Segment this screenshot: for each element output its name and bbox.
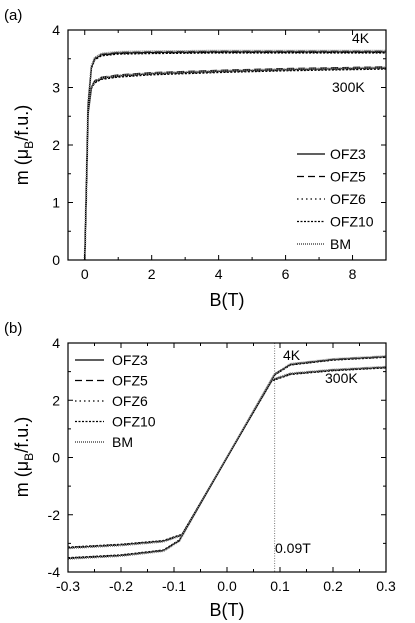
x-tick-label: -0.1 bbox=[162, 578, 186, 594]
x-axis-title: B(T) bbox=[210, 290, 245, 310]
legend-label-ofz3: OFZ3 bbox=[112, 352, 148, 368]
legend-label-ofz10: OFZ10 bbox=[112, 414, 156, 430]
x-tick-label: 0.1 bbox=[270, 578, 290, 594]
y-tick-label: 0 bbox=[52, 450, 60, 466]
y-axis-title-sub: B bbox=[22, 453, 36, 461]
y-axis-title-sub: B bbox=[22, 141, 36, 149]
x-tick-label: 0.3 bbox=[376, 578, 396, 594]
y-axis-title-post: /f.u.) bbox=[12, 105, 32, 141]
y-axis-title-post: /f.u.) bbox=[12, 417, 32, 453]
x-axis-title: B(T) bbox=[210, 600, 245, 620]
panel-b-chart: (b) -0.3 -0.2 -0.1 0.0 0.1 0.2 0.3 -4 -2 0 2 4 B(T) m … bbox=[4, 320, 396, 620]
series-line-bm-300k bbox=[68, 365, 386, 550]
series-line-ofz3-300k bbox=[84, 67, 386, 260]
series-line-ofz5-300k bbox=[84, 66, 386, 260]
series-line-ofz6-300k bbox=[84, 67, 386, 260]
legend-label-ofz6: OFZ6 bbox=[330, 191, 366, 207]
series-line-ofz10-300k bbox=[84, 68, 386, 260]
y-tick-label: 2 bbox=[52, 137, 60, 153]
x-tick-label: 0.2 bbox=[323, 578, 343, 594]
x-tick-label: 4 bbox=[215, 266, 223, 282]
annotation-300k: 300K bbox=[325, 370, 358, 386]
y-axis-title-pre: m ( bbox=[12, 471, 32, 497]
series-line-ofz10-300k bbox=[68, 367, 386, 548]
x-tick-label: -0.3 bbox=[56, 578, 80, 594]
y-axis-title-mu: μ bbox=[12, 461, 32, 471]
series-group bbox=[83, 49, 386, 260]
annotation-300k: 300K bbox=[332, 79, 365, 95]
x-tick-label: 6 bbox=[282, 266, 290, 282]
y-axis-title-mu: μ bbox=[12, 149, 32, 159]
legend-label-ofz5: OFZ5 bbox=[330, 169, 366, 185]
legend-label-bm: BM bbox=[330, 236, 351, 252]
x-tick-label: 2 bbox=[148, 266, 156, 282]
y-axis-title: m (μB/f.u.) bbox=[12, 105, 36, 185]
x-tick-label: 8 bbox=[349, 266, 357, 282]
annotation-009t: 0.09T bbox=[275, 540, 311, 556]
legend-label-ofz10: OFZ10 bbox=[330, 214, 374, 230]
annotation-4k: 4K bbox=[283, 347, 301, 363]
y-tick-label: 2 bbox=[52, 392, 60, 408]
legend-label-bm: BM bbox=[112, 434, 133, 450]
panel-label: (b) bbox=[4, 320, 22, 337]
y-axis-title-pre: m ( bbox=[12, 159, 32, 185]
panel-a-chart: (a) 0 2 4 6 8 0 1 2 3 4 B(T) m (μB/f.u.) OFZ3 OFZ5 OFZ6… bbox=[4, 7, 387, 310]
x-tick-label: 0 bbox=[81, 266, 89, 282]
y-tick-label: 4 bbox=[52, 335, 60, 351]
legend-label-ofz3: OFZ3 bbox=[330, 146, 366, 162]
y-tick-label: 0 bbox=[52, 252, 60, 268]
series-line-ofz10-4k bbox=[68, 356, 386, 559]
y-tick-label: 4 bbox=[52, 22, 60, 38]
y-tick-label: -2 bbox=[48, 507, 61, 523]
y-tick-label: -4 bbox=[48, 564, 61, 580]
legend-label-ofz6: OFZ6 bbox=[112, 393, 148, 409]
series-group bbox=[68, 355, 386, 560]
panel-label: (a) bbox=[4, 7, 22, 24]
series-line-ofz10-4k bbox=[84, 52, 386, 260]
x-tick-label: 0.0 bbox=[217, 578, 237, 594]
x-tick-label: -0.2 bbox=[109, 578, 133, 594]
y-axis-title: m (μB/f.u.) bbox=[12, 417, 36, 497]
legend-label-ofz5: OFZ5 bbox=[112, 373, 148, 389]
annotation-4k: 4K bbox=[352, 30, 370, 46]
y-tick-label: 1 bbox=[52, 195, 60, 211]
y-tick-label: 3 bbox=[52, 80, 60, 96]
series-line-bm-300k bbox=[83, 66, 386, 260]
